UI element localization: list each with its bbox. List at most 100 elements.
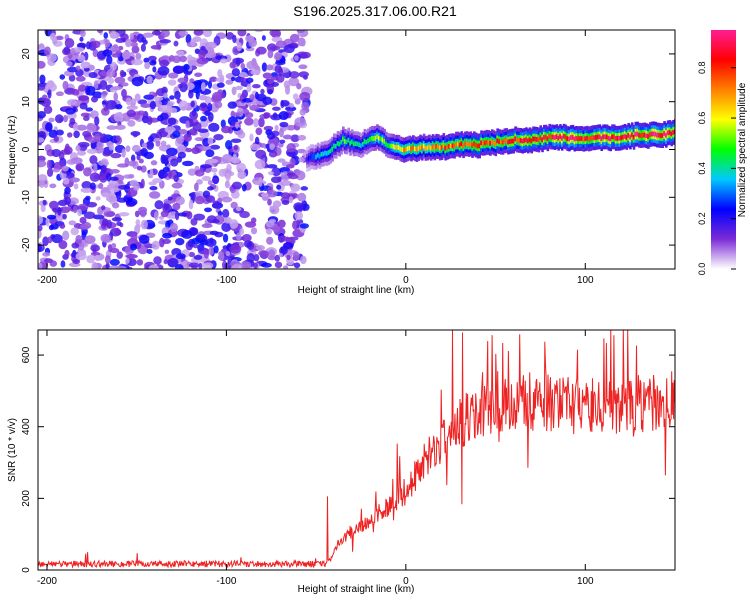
noise-blob [61, 165, 69, 172]
noise-blob [146, 75, 153, 84]
noise-blob [109, 61, 117, 71]
signal-ridge-cell [464, 141, 467, 147]
noise-blob [46, 236, 53, 244]
noise-blob [267, 198, 272, 206]
noise-blob [94, 116, 100, 126]
noise-blob [125, 97, 132, 106]
noise-blob [146, 140, 155, 151]
noise-blob [89, 172, 101, 182]
noise-blob [105, 211, 116, 217]
noise-blob [244, 112, 254, 119]
noise-blob [135, 219, 141, 226]
signal-ridge-cell [322, 151, 325, 157]
noise-blob [100, 233, 111, 243]
noise-blob [292, 93, 299, 100]
noise-blob [188, 262, 200, 268]
signal-ridge-cell [578, 136, 582, 141]
noise-blob [240, 63, 246, 70]
signal-ridge-cell [587, 136, 591, 142]
noise-blob [167, 196, 173, 201]
noise-blob [129, 32, 135, 40]
noise-blob [283, 44, 295, 54]
noise-blob [149, 168, 154, 179]
noise-blob [240, 260, 248, 269]
signal-ridge-cell [557, 135, 560, 141]
noise-blob [294, 210, 303, 221]
noise-blob [166, 144, 171, 149]
noise-blob [268, 249, 276, 259]
noise-blob [174, 210, 180, 221]
noise-blob [42, 199, 47, 206]
noise-blob [91, 261, 98, 269]
noise-blob [73, 130, 80, 139]
noise-blob [113, 92, 119, 102]
noise-blob [266, 132, 276, 140]
noise-blob [130, 231, 138, 242]
signal-ridge-cell [665, 132, 668, 138]
snr-xtick-label: 0 [403, 576, 409, 587]
noise-blob [159, 39, 172, 44]
noise-blob [101, 205, 106, 211]
noise-blob [70, 227, 79, 236]
noise-blob [75, 65, 81, 71]
noise-blob [188, 251, 196, 258]
signal-ridge-cell [510, 138, 514, 144]
noise-blob [127, 120, 136, 127]
noise-blob [221, 196, 233, 203]
noise-blob [208, 246, 214, 256]
snr-ytick-label: 0 [21, 567, 32, 573]
noise-blob [126, 109, 136, 118]
noise-blob [75, 145, 81, 152]
noise-blob [94, 254, 100, 262]
noise-blob [43, 258, 54, 264]
noise-blob [299, 255, 307, 265]
noise-blob [250, 227, 258, 235]
noise-blob [249, 143, 261, 151]
noise-blob [171, 182, 183, 189]
noise-blob [160, 98, 168, 106]
signal-ridge-cell [408, 145, 412, 151]
noise-blob [231, 68, 240, 77]
signal-ridge-cell [666, 130, 670, 136]
noise-blob [159, 59, 170, 67]
colorbar-tick-label: 0.4 [697, 162, 707, 175]
noise-blob [183, 63, 190, 71]
noise-blob [297, 134, 307, 141]
noise-blob [137, 110, 146, 116]
noise-blob [62, 80, 69, 91]
noise-blob [233, 145, 239, 151]
signal-ridge-cell [379, 136, 383, 142]
signal-ridge-cell [535, 137, 539, 142]
noise-blob [279, 167, 291, 174]
signal-ridge-cell [650, 131, 654, 137]
noise-blob [235, 85, 244, 91]
noise-blob [80, 187, 93, 193]
noise-blob [153, 256, 162, 265]
noise-blob [229, 61, 236, 69]
noise-blob [169, 222, 178, 233]
signal-ridge-cell [634, 131, 638, 137]
noise-blob [209, 230, 219, 236]
noise-blob [162, 232, 173, 239]
noise-blob [278, 252, 284, 258]
noise-blob [262, 72, 273, 79]
noise-blob [167, 117, 177, 126]
noise-blob [246, 83, 252, 93]
noise-blob [79, 216, 87, 224]
noise-blob [119, 69, 125, 78]
signal-ridge-cell [496, 138, 499, 144]
signal-ridge-cell [333, 143, 336, 149]
snr-ylabel: SNR (10 * v/v) [7, 418, 18, 482]
noise-blob [76, 124, 88, 131]
noise-blob [73, 183, 79, 190]
noise-blob [130, 154, 136, 163]
noise-blob [284, 85, 291, 95]
signal-ridge-cell [381, 137, 385, 143]
signal-ridge-cell [449, 143, 453, 149]
signal-ridge-cell [471, 143, 474, 148]
noise-blob [109, 45, 120, 53]
noise-blob [72, 122, 78, 131]
noise-blob [207, 186, 215, 191]
noise-blob [194, 30, 201, 35]
noise-blob [194, 72, 203, 78]
